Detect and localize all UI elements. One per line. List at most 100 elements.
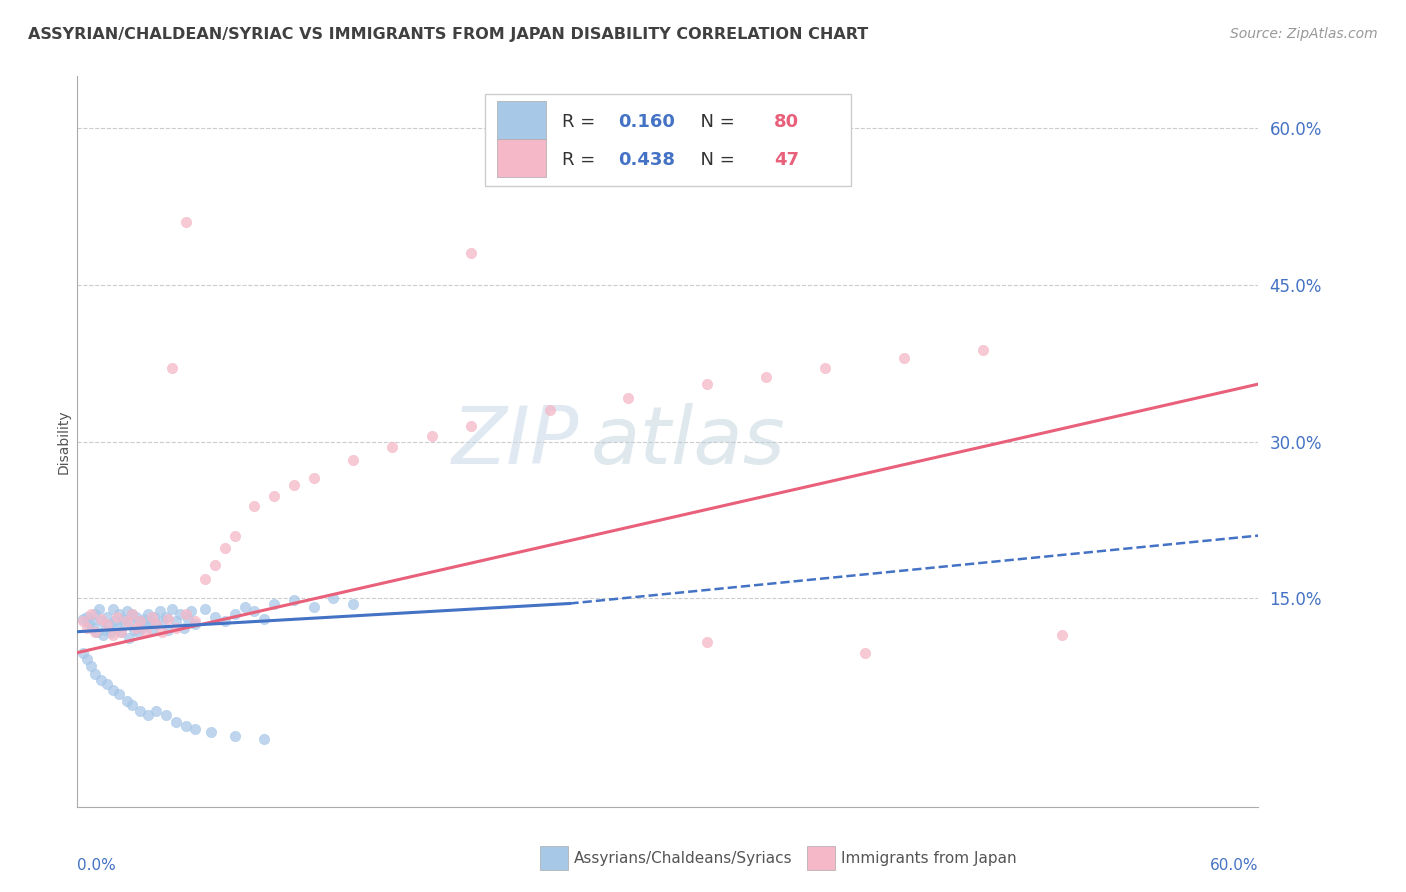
Point	[96, 677, 118, 691]
Point	[121, 607, 143, 621]
Point	[135, 617, 157, 632]
Point	[101, 628, 124, 642]
Point	[84, 624, 107, 639]
Point	[204, 558, 226, 572]
Point	[893, 351, 915, 365]
Point	[141, 610, 163, 624]
Point	[121, 698, 143, 712]
Point	[165, 621, 187, 635]
Text: 0.160: 0.160	[619, 113, 675, 131]
Point	[125, 621, 148, 635]
Point	[1050, 628, 1073, 642]
Point	[114, 617, 136, 632]
Point	[155, 610, 177, 624]
Text: N =: N =	[689, 113, 741, 131]
Point	[115, 694, 138, 708]
Point	[578, 173, 600, 187]
Point	[127, 624, 149, 639]
Point	[80, 607, 103, 621]
Point	[302, 471, 325, 485]
Point	[120, 614, 142, 628]
Point	[115, 604, 138, 618]
Text: N =: N =	[689, 151, 741, 169]
Point	[214, 614, 236, 628]
Point	[87, 601, 110, 615]
Point	[76, 621, 98, 635]
Point	[101, 683, 124, 698]
Point	[94, 623, 117, 637]
Point	[342, 597, 364, 611]
Point	[460, 246, 482, 260]
Point	[696, 377, 718, 392]
Point	[381, 440, 404, 454]
Point	[136, 708, 159, 723]
Point	[204, 610, 226, 624]
Point	[224, 607, 246, 621]
Point	[243, 500, 266, 514]
Point	[104, 614, 127, 628]
Point	[243, 604, 266, 618]
Point	[76, 652, 98, 666]
Point	[84, 666, 107, 681]
Point	[165, 614, 187, 628]
FancyBboxPatch shape	[496, 139, 546, 178]
Point	[96, 610, 118, 624]
Text: 0.0%: 0.0%	[77, 858, 117, 873]
Point	[173, 621, 195, 635]
FancyBboxPatch shape	[485, 95, 851, 186]
Point	[156, 623, 179, 637]
Point	[283, 478, 305, 492]
Point	[145, 617, 167, 632]
Point	[72, 612, 94, 626]
Point	[460, 418, 482, 433]
Point	[129, 704, 152, 718]
Text: Assyrians/Chaldeans/Syriacs: Assyrians/Chaldeans/Syriacs	[574, 851, 792, 865]
Point	[174, 215, 197, 229]
Point	[135, 624, 157, 639]
Point	[143, 610, 166, 624]
Point	[96, 617, 118, 632]
Text: ASSYRIAN/CHALDEAN/SYRIAC VS IMMIGRANTS FROM JAPAN DISABILITY CORRELATION CHART: ASSYRIAN/CHALDEAN/SYRIAC VS IMMIGRANTS F…	[28, 27, 869, 42]
Point	[180, 604, 202, 618]
Text: Source: ZipAtlas.com: Source: ZipAtlas.com	[1230, 27, 1378, 41]
Point	[136, 607, 159, 621]
Point	[110, 624, 132, 639]
Point	[755, 369, 778, 384]
Point	[696, 635, 718, 649]
Point	[111, 612, 134, 626]
Point	[283, 593, 305, 607]
Text: 47: 47	[775, 151, 799, 169]
Point	[149, 604, 172, 618]
Point	[91, 628, 114, 642]
Y-axis label: Disability: Disability	[56, 409, 70, 474]
Text: ZIP: ZIP	[451, 402, 579, 481]
Point	[165, 714, 187, 729]
Point	[125, 610, 148, 624]
Text: Immigrants from Japan: Immigrants from Japan	[841, 851, 1017, 865]
Point	[131, 621, 153, 635]
Point	[194, 573, 217, 587]
Point	[972, 343, 994, 357]
Point	[538, 403, 561, 417]
Point	[77, 617, 100, 632]
Point	[139, 614, 162, 628]
Point	[253, 612, 276, 626]
Point	[97, 617, 120, 632]
Text: R =: R =	[561, 113, 600, 131]
Point	[174, 719, 197, 733]
Point	[115, 614, 138, 628]
Point	[86, 624, 108, 639]
FancyBboxPatch shape	[496, 102, 546, 139]
Point	[160, 361, 183, 376]
Point	[169, 607, 191, 621]
Point	[129, 614, 152, 628]
Text: 60.0%: 60.0%	[1211, 858, 1258, 873]
Point	[82, 621, 104, 635]
Point	[200, 725, 222, 739]
Point	[174, 607, 197, 621]
Point	[155, 708, 177, 723]
Point	[107, 687, 129, 701]
Point	[117, 631, 139, 645]
Point	[100, 624, 122, 639]
Point	[150, 614, 173, 628]
